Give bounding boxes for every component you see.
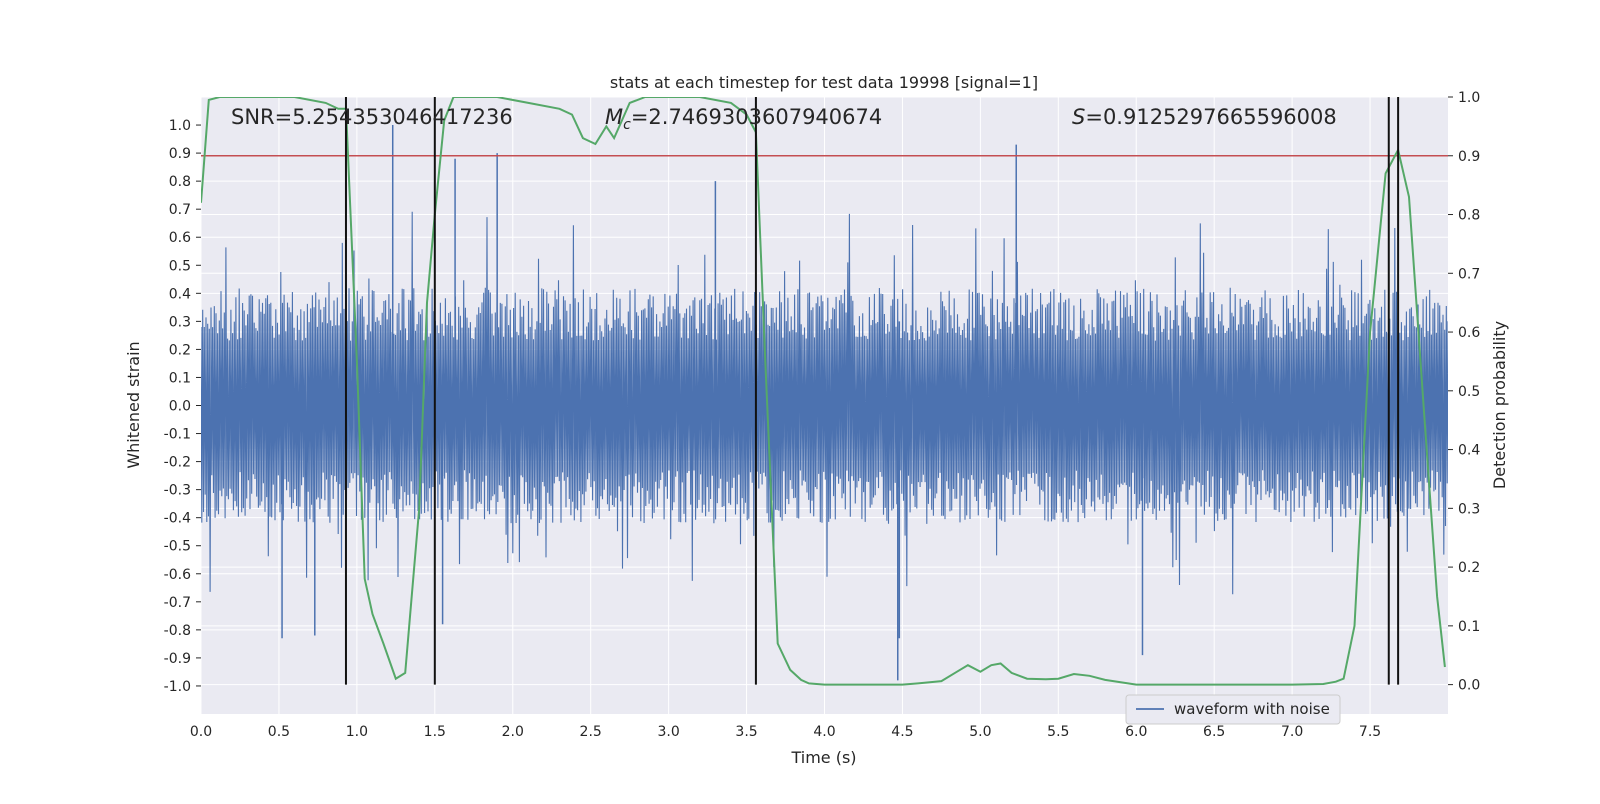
x-tick-label: 3.5 (735, 724, 757, 740)
x-tick-label: 7.0 (1281, 724, 1303, 740)
right-y-tick-label: 0.9 (1458, 149, 1480, 165)
left-y-axis-ticks: 1.0 0.9 0.8 0.7 0.6 0.5 0.4 0.3 0.2 0.1 0.0 -0.1 -0.… (164, 118, 201, 695)
left-y-tick-label: 0.0 (169, 399, 191, 415)
left-y-tick-label: -1.0 (164, 679, 191, 695)
right-y-tick-label: 1.0 (1458, 90, 1480, 106)
left-y-tick-label: 0.5 (169, 258, 191, 274)
waveform-line (201, 211, 1448, 595)
left-y-axis-label: Whitened strain (124, 341, 143, 468)
x-tick-label: 2.0 (502, 724, 524, 740)
x-axis-ticks: 0.0 0.5 1.0 1.5 2.0 2.5 3.0 3.5 4.0 4.5 5.0 5.5 6.0 6… (190, 724, 1381, 740)
x-tick-label: 6.0 (1125, 724, 1147, 740)
chirp-mass-value: =2.7469303607940674 (631, 105, 882, 129)
chirp-mass-annotation: Mc=2.7469303607940674 (605, 105, 882, 133)
left-y-tick-label: -0.2 (164, 455, 191, 471)
right-y-tick-label: 0.7 (1458, 266, 1480, 282)
score-symbol: S (1072, 105, 1085, 129)
vertical-markers (344, 97, 1400, 685)
left-y-tick-label: -0.8 (164, 623, 191, 639)
right-y-tick-label: 0.0 (1458, 678, 1480, 694)
x-tick-label: 5.0 (969, 724, 991, 740)
x-tick-label: 4.5 (891, 724, 913, 740)
snr-annotation: SNR=5.254353046417236 (231, 105, 513, 129)
right-y-axis-ticks: 1.0 0.9 0.8 0.7 0.6 0.5 0.4 0.3 0.2 0.1 0.0 (1448, 90, 1480, 694)
right-y-tick-label: 0.6 (1458, 325, 1480, 341)
x-tick-label: 7.5 (1359, 724, 1381, 740)
left-y-tick-label: 0.1 (169, 370, 191, 386)
right-y-tick-label: 0.5 (1458, 384, 1480, 400)
x-tick-label: 5.5 (1047, 724, 1069, 740)
x-tick-label: 3.0 (657, 724, 679, 740)
probability-line (201, 97, 1446, 686)
left-y-tick-label: 0.6 (169, 230, 191, 246)
left-y-tick-label: -0.4 (164, 511, 191, 527)
x-tick-label: 6.5 (1203, 724, 1225, 740)
x-tick-label: 1.5 (424, 724, 446, 740)
left-y-tick-label: 0.7 (169, 202, 191, 218)
x-tick-label: 1.0 (346, 724, 368, 740)
chirp-mass-subscript: c (623, 117, 631, 133)
right-y-axis-label: Detection probability (1490, 321, 1509, 489)
right-y-tick-label: 0.1 (1458, 619, 1480, 635)
left-y-tick-label: 0.8 (169, 174, 191, 190)
chart-title: stats at each timestep for test data 199… (610, 73, 1038, 92)
legend-box (1125, 694, 1341, 725)
legend-label-waveform: waveform with noise (1174, 700, 1330, 718)
snr-value: 5.254353046417236 (292, 105, 512, 129)
right-y-tick-label: 0.4 (1458, 443, 1480, 459)
x-tick-label: 0.5 (268, 724, 290, 740)
x-tick-label: 4.0 (813, 724, 835, 740)
left-y-tick-label: -0.6 (164, 567, 191, 583)
score-annotation: S=0.9125297665596008 (1072, 105, 1337, 129)
legend: waveform with noise (1125, 694, 1341, 725)
left-y-tick-label: 0.3 (169, 314, 191, 330)
x-axis-label: Time (s) (790, 748, 856, 767)
left-y-tick-label: -0.1 (164, 427, 191, 443)
left-y-tick-label: -0.3 (164, 483, 191, 499)
left-y-tick-label: 1.0 (169, 118, 191, 134)
x-tick-label: 2.5 (580, 724, 602, 740)
right-y-tick-label: 0.2 (1458, 560, 1480, 576)
left-y-tick-label: -0.5 (164, 539, 191, 555)
left-y-tick-label: 0.9 (169, 146, 191, 162)
left-y-tick-label: -0.7 (164, 595, 191, 611)
probability-series (201, 97, 1446, 686)
score-value: =0.9125297665596008 (1085, 105, 1336, 129)
chirp-mass-symbol: M (605, 105, 623, 129)
left-y-tick-label: 0.2 (169, 342, 191, 358)
right-y-tick-label: 0.3 (1458, 501, 1480, 517)
left-y-tick-label: 0.4 (169, 286, 191, 302)
right-y-tick-label: 0.8 (1458, 208, 1480, 224)
x-tick-label: 0.0 (190, 724, 212, 740)
left-y-tick-label: -0.9 (164, 651, 191, 667)
snr-prefix: SNR= (231, 105, 292, 129)
